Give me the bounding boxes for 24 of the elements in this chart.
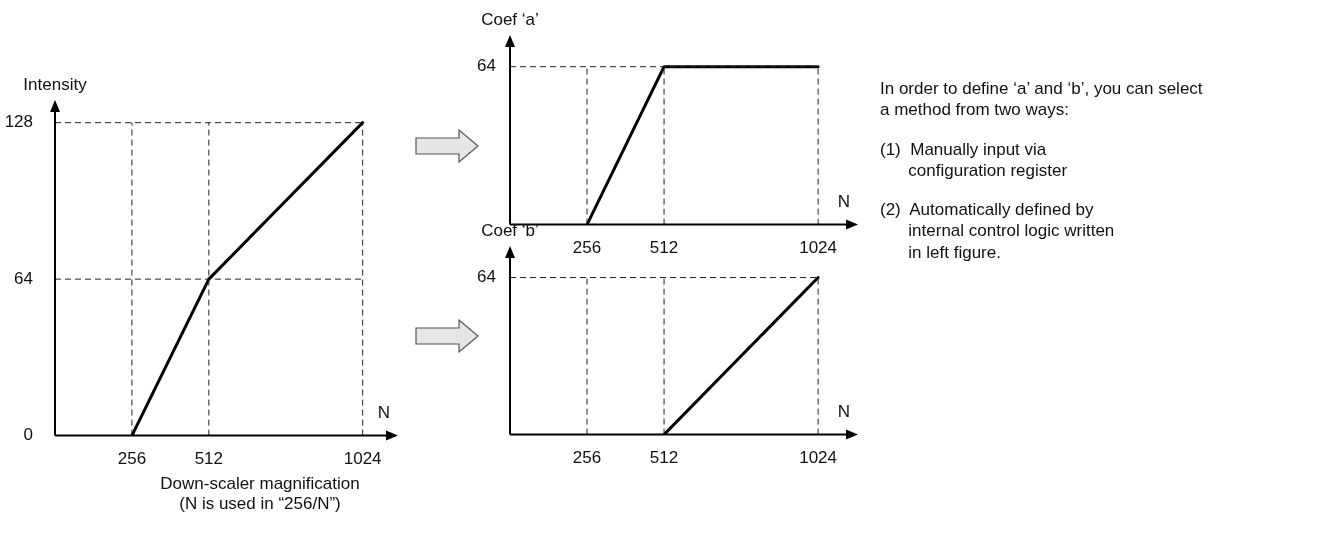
x-tick-label: 512 (649, 448, 679, 468)
x-tick-label: 1024 (799, 238, 838, 258)
y-axis-title: Intensity (23, 75, 88, 95)
text: 64 (477, 56, 496, 76)
y-tick-label: 0 (23, 425, 33, 445)
text: In order to define ‘a’ and ‘b’, you can select a method from two ways: (880, 78, 1204, 121)
text: (1) Manually input via configuration register (880, 138, 1069, 181)
y-tick-label: 64 (14, 268, 33, 288)
y-axis-title: Coef ‘b’ (481, 221, 539, 241)
y-tick-label: 128 (4, 112, 33, 132)
text: 64 (477, 267, 496, 287)
x-axis-title: N (837, 401, 851, 421)
text: (2) Automatically defined by internal control logic written in left figure. (880, 199, 1116, 263)
y-axis-title: Coef ‘a’ (481, 10, 539, 30)
x-tick-label: 512 (194, 449, 224, 469)
x-tick-label: 1024 (343, 449, 382, 469)
x-tick-label: 256 (572, 448, 602, 468)
x-tick-label: 256 (572, 238, 602, 258)
x-axis-title: N (837, 191, 851, 211)
x-tick-label: 256 (117, 449, 147, 469)
x-tick-label: 1024 (799, 448, 838, 468)
x-tick-label: 512 (649, 238, 679, 258)
text: Down-scaler magnification (N is used in “256/N”) (159, 474, 361, 515)
x-axis-title: N (377, 402, 391, 422)
